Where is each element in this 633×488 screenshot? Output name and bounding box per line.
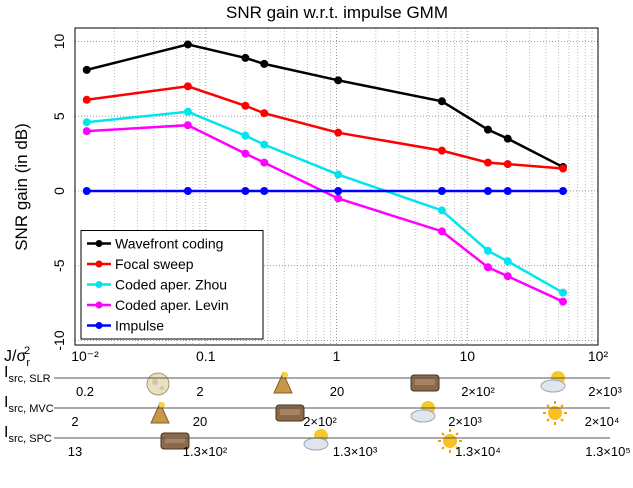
- data-point: [560, 165, 567, 172]
- x-tick-label: 1: [333, 348, 341, 364]
- data-point: [83, 119, 90, 126]
- data-point: [261, 187, 268, 194]
- data-point: [242, 150, 249, 157]
- x-tick-label: 10²: [588, 348, 609, 364]
- y-tick-label: -10: [51, 330, 67, 350]
- scale-tick-label: 20: [193, 414, 207, 429]
- data-point: [484, 264, 491, 271]
- scale-tick-label: 13: [68, 444, 82, 459]
- legend-marker: [96, 302, 103, 309]
- data-point: [261, 141, 268, 148]
- data-point: [504, 161, 511, 168]
- scale-label: Isrc, SPC: [4, 424, 52, 445]
- data-point: [335, 187, 342, 194]
- data-point: [184, 41, 191, 48]
- data-point: [261, 159, 268, 166]
- x-tick-label: 0.1: [196, 348, 216, 364]
- scale-tick-label: 2×10³: [448, 414, 482, 429]
- data-point: [83, 128, 90, 135]
- label-part: r: [26, 357, 30, 369]
- data-point: [484, 126, 491, 133]
- scale-tick-label: 0.2: [76, 384, 94, 399]
- y-tick-label: 0: [51, 187, 67, 195]
- data-point: [438, 228, 445, 235]
- scale-tick-label: 2×10³: [588, 384, 622, 399]
- scale-tick-label: 20: [330, 384, 344, 399]
- chart-title: SNR gain w.r.t. impulse GMM: [226, 3, 448, 22]
- legend-marker: [96, 281, 103, 288]
- scale-tick-label: 2×10²: [461, 384, 495, 399]
- data-point: [504, 273, 511, 280]
- series-line: [87, 44, 563, 167]
- scale-tick-label: 1.3×10⁴: [455, 444, 501, 459]
- data-point: [438, 98, 445, 105]
- y-tick-label: 5: [51, 112, 67, 120]
- data-point: [242, 54, 249, 61]
- x-tick-label: 10⁻²: [71, 348, 99, 364]
- data-point: [261, 60, 268, 67]
- data-point: [242, 132, 249, 139]
- label-part: src, MVC: [8, 403, 53, 415]
- data-point: [335, 171, 342, 178]
- legend-label: Impulse: [115, 318, 164, 334]
- legend-label: Coded aper. Levin: [115, 297, 229, 313]
- data-point: [438, 207, 445, 214]
- scale-tick-label: 1.3×10⁵: [585, 444, 631, 459]
- data-point: [184, 187, 191, 194]
- data-point: [261, 110, 268, 117]
- data-point: [560, 298, 567, 305]
- scale-tick-label: 2×10⁴: [585, 414, 620, 429]
- y-axis-label: SNR gain (in dB): [12, 123, 31, 251]
- data-point: [242, 187, 249, 194]
- data-point: [335, 77, 342, 84]
- x-tick-label: 10: [459, 348, 475, 364]
- data-point: [83, 66, 90, 73]
- data-point: [484, 187, 491, 194]
- scale-tick-label: 2: [196, 384, 203, 399]
- data-point: [184, 122, 191, 129]
- y-tick-label: 10: [51, 33, 67, 49]
- label-part: src, SLR: [8, 373, 50, 385]
- scale-label: Isrc, MVC: [4, 394, 54, 415]
- data-point: [184, 83, 191, 90]
- data-point: [184, 108, 191, 115]
- data-point: [560, 187, 567, 194]
- scale-tick-label: 1.3×10³: [333, 444, 378, 459]
- data-point: [504, 187, 511, 194]
- icons: [147, 371, 567, 453]
- legend-label: Coded aper. Zhou: [115, 277, 227, 293]
- scale-tick-label: 2: [71, 414, 78, 429]
- scale-tick-label: 2×10²: [303, 414, 337, 429]
- data-point: [484, 247, 491, 254]
- data-point: [335, 129, 342, 136]
- data-point: [438, 147, 445, 154]
- chart: SNR gain w.r.t. impulse GMM SNR gain (in…: [0, 0, 633, 488]
- data-point: [242, 102, 249, 109]
- y-tick-label: -5: [51, 259, 67, 272]
- legend-label: Wavefront coding: [115, 236, 223, 252]
- data-point: [83, 96, 90, 103]
- data-point: [83, 187, 90, 194]
- data-point: [335, 195, 342, 202]
- data-point: [560, 289, 567, 296]
- legend-marker: [96, 261, 103, 268]
- label-part: 2: [24, 345, 30, 357]
- legend-label: Focal sweep: [115, 256, 194, 272]
- label-part: src, SPC: [8, 433, 51, 445]
- legend-marker: [96, 240, 103, 247]
- legend-marker: [96, 322, 103, 329]
- data-point: [438, 187, 445, 194]
- scale-tick-label: 1.3×10²: [183, 444, 228, 459]
- data-point: [504, 258, 511, 265]
- data-point: [484, 159, 491, 166]
- data-point: [504, 135, 511, 142]
